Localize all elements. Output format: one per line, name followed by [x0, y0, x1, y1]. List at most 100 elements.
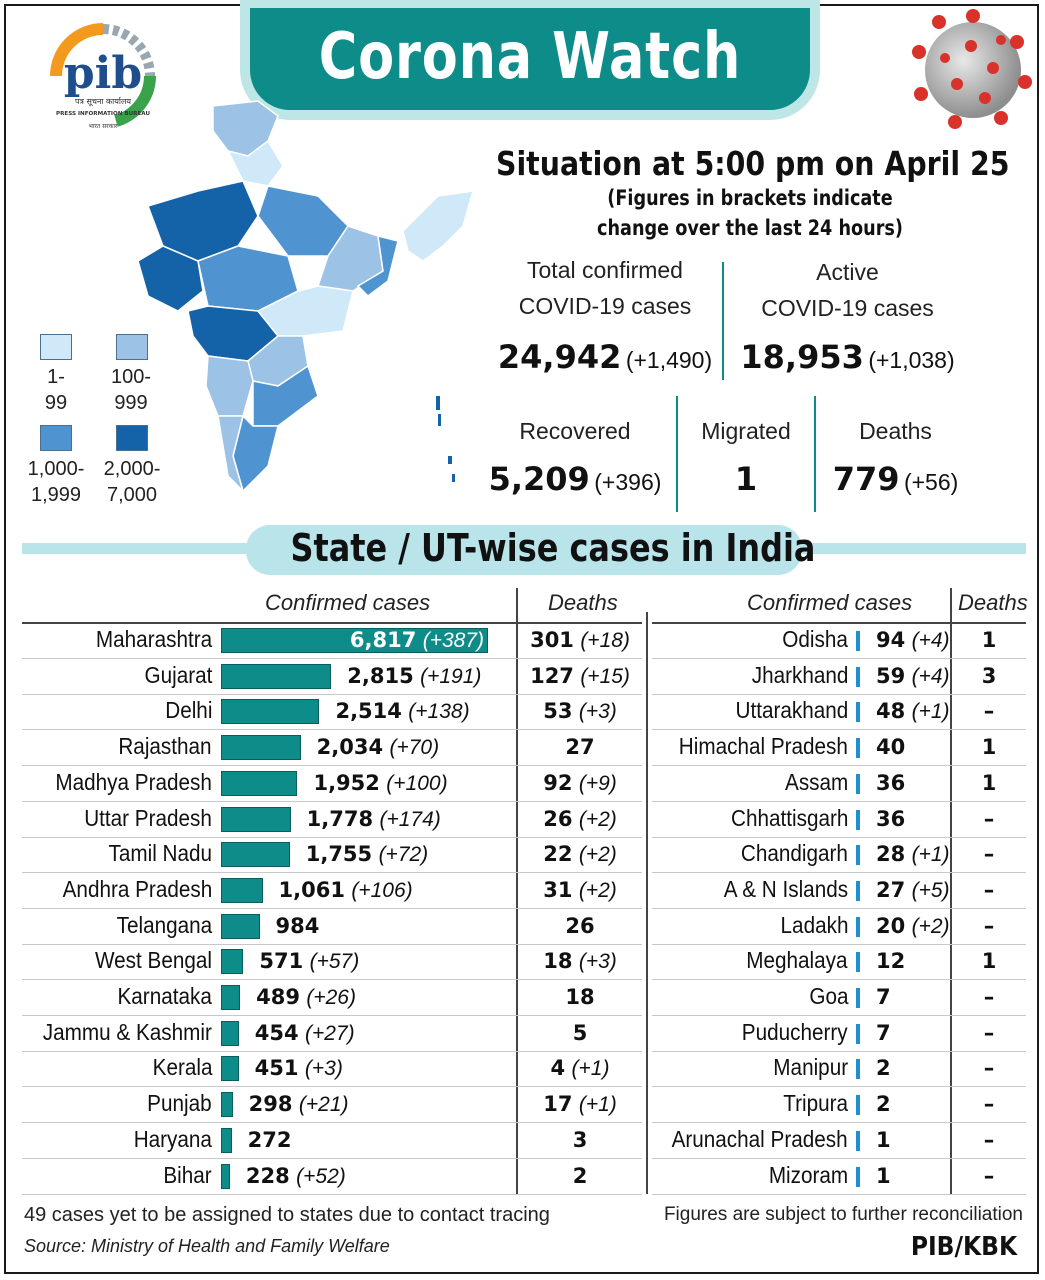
case-number: 454	[254, 1020, 299, 1045]
case-value: 36	[876, 805, 905, 832]
death-number: –	[983, 985, 995, 1009]
table-row: West Bengal 571 (+57) 18 (+3)	[22, 945, 642, 981]
table-row: Tripura 2 –	[652, 1088, 1026, 1124]
right-header-confirmed: Confirmed cases	[747, 590, 913, 615]
case-bar	[856, 1095, 860, 1116]
death-value: –	[952, 1054, 1026, 1081]
table-row: Karnataka 489 (+26) 18	[22, 981, 642, 1016]
state-name-cell: Arunachal Pradesh	[652, 1124, 848, 1158]
death-value: –	[952, 912, 1026, 939]
case-bar	[856, 1166, 860, 1187]
state-name-cell: Bihar	[22, 1160, 212, 1194]
death-value: 18 (+3)	[520, 947, 640, 974]
case-bar	[221, 806, 291, 832]
case-number: 571	[259, 949, 304, 974]
death-number: –	[983, 806, 995, 831]
death-change: (+1)	[571, 1057, 610, 1081]
state-name: Haryana	[133, 1125, 212, 1152]
state-name: Tamil Nadu	[108, 840, 212, 867]
map-region-bengal	[356, 235, 399, 297]
case-change: (+26)	[306, 986, 356, 1009]
case-value: 7	[876, 1019, 891, 1046]
state-name-cell: West Bengal	[22, 945, 212, 979]
case-number: 7	[876, 985, 891, 1009]
case-value: 984	[276, 912, 320, 939]
state-name: Uttar Pradesh	[84, 804, 212, 831]
active-label-2: COVID-19 cases	[761, 295, 934, 321]
case-bar	[221, 628, 488, 653]
state-name: Mizoram	[768, 1161, 848, 1188]
case-value: 228 (+52)	[246, 1162, 346, 1189]
total-label-2: COVID-19 cases	[518, 293, 692, 319]
migrated-number: 1	[734, 460, 758, 498]
table-row: Chhattisgarh 36 –	[652, 803, 1026, 838]
case-number: 36	[876, 770, 906, 795]
legend-label-line1: 2,000-	[103, 458, 161, 480]
legend-label: 1- 99	[25, 364, 87, 416]
state-name-cell: Uttarakhand	[652, 695, 848, 729]
state-name: Madhya Pradesh	[55, 768, 212, 795]
death-value: 301 (+18)	[520, 626, 640, 653]
death-change: (+18)	[580, 629, 630, 652]
footer-note: 49 cases yet to be assigned to states du…	[24, 1204, 550, 1226]
state-name: Jharkhand	[751, 661, 848, 688]
case-bar	[221, 735, 301, 761]
case-number: 298	[248, 1092, 293, 1117]
left-header-deaths: Deaths	[548, 590, 618, 615]
death-number: 2	[572, 1163, 588, 1188]
state-name-cell: Tamil Nadu	[22, 838, 212, 872]
case-bar	[221, 770, 298, 796]
case-value: 12	[876, 947, 905, 974]
title-banner	[250, 8, 810, 110]
state-name: Tripura	[783, 1090, 848, 1117]
case-bar	[221, 949, 244, 975]
death-number: 92	[543, 770, 573, 795]
table-row: Goa 7 –	[652, 981, 1026, 1016]
column-separator	[516, 588, 518, 1194]
legend-label-line2: 999	[114, 392, 148, 414]
case-change: (+4)	[911, 629, 950, 652]
case-bar	[221, 1092, 233, 1118]
death-number: 1	[981, 949, 997, 974]
infographic-frame	[4, 4, 1039, 1274]
total-label-1: Total confirmed	[527, 257, 683, 283]
case-bar	[221, 1127, 232, 1153]
death-value: –	[952, 1019, 1026, 1046]
case-number: 451	[254, 1056, 299, 1081]
case-number: 1,778	[306, 806, 374, 831]
situation-subtitle-2: change over the last 24 hours)	[597, 216, 903, 240]
table-row: Kerala 451 (+3) 4 (+1)	[22, 1052, 642, 1088]
case-value: 40	[876, 733, 905, 760]
case-number: 2	[876, 1092, 891, 1117]
divider	[676, 396, 678, 512]
legend-label-line1: 100-	[110, 366, 152, 388]
coronavirus-icon	[912, 9, 1032, 129]
case-value: 1,061 (+106)	[279, 876, 413, 903]
active-label-1: Active	[816, 259, 879, 285]
logo-caption-hindi: पत्र सूचना कार्यालय	[75, 96, 131, 107]
death-value: 3	[952, 662, 1026, 689]
state-name: Andhra Pradesh	[62, 875, 212, 902]
case-bar	[221, 842, 290, 868]
death-number: 18	[543, 949, 573, 974]
state-name-cell: Assam	[652, 767, 848, 801]
case-value: 1	[876, 1162, 891, 1189]
death-number: –	[983, 1020, 995, 1045]
case-bar	[856, 738, 860, 759]
state-name: Rajasthan	[118, 733, 212, 760]
case-value: 2	[876, 1090, 891, 1117]
migrated-label: Migrated	[701, 418, 791, 444]
death-number: –	[983, 913, 995, 938]
recovered-number: 5,209	[488, 460, 590, 498]
death-number: 5	[572, 1020, 588, 1045]
state-name-cell: Ladakh	[652, 910, 848, 944]
case-bar	[221, 699, 320, 725]
case-number: 2,815	[347, 663, 414, 688]
case-change: (+70)	[389, 736, 440, 760]
case-number: 2,034	[316, 735, 384, 760]
state-name: Maharashtra	[95, 626, 212, 652]
death-number: 4	[550, 1056, 566, 1081]
death-value: 31 (+2)	[520, 876, 640, 903]
table-row: Ladakh 20 (+2) –	[652, 910, 1026, 945]
state-name: Delhi	[164, 697, 212, 724]
